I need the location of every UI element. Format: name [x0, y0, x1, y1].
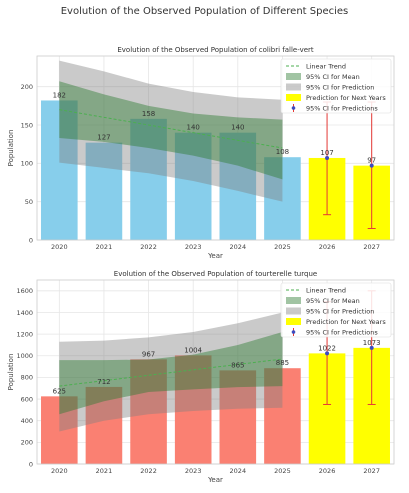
panel2-bar-2021 — [85, 386, 123, 464]
panel1-ci-mean-band — [59, 81, 283, 180]
panel2-legend-box — [280, 282, 392, 338]
panel2-value-label-2025: 885 — [276, 359, 289, 367]
panel2-x-tick-label: 2027 — [363, 467, 380, 475]
panel2-value-label-2027: 1073 — [363, 339, 381, 347]
panel1-legend-swatch-marker — [291, 106, 296, 110]
panel1-y-tick-label: 50 — [25, 198, 33, 206]
panel2-bar-2023 — [174, 355, 212, 464]
panel2-legend-label-ci-mean: 95% CI for Mean — [306, 297, 360, 305]
panel1-bar-2024 — [219, 132, 257, 240]
panel1-legend-swatch-ci-prediction — [286, 83, 301, 91]
panel2-x-tick-label: 2025 — [274, 467, 291, 475]
panel2-value-label-2020: 625 — [53, 387, 66, 395]
panel2-x-tick-label: 2020 — [51, 467, 68, 475]
panel2-x-tick-label: 2021 — [96, 467, 113, 475]
panel2-y-tick-label: 1400 — [16, 309, 33, 317]
panel1-x-axis-label: Year — [207, 252, 223, 260]
panel1-value-label-2025: 108 — [276, 148, 289, 156]
panel2-x-tick-label: 2022 — [140, 467, 157, 475]
panel2-trend-line — [59, 358, 283, 387]
panel1-chart-title: Evolution of the Observed Population of … — [117, 46, 314, 54]
panel2-prediction-marker-2026 — [325, 351, 330, 356]
panel1-legend-label-ci-prediction: 95% CI for Prediction — [306, 83, 374, 91]
panel1-x-tick-label: 2026 — [319, 243, 336, 251]
panel1-value-label-2022: 158 — [142, 110, 155, 118]
panel2-legend-swatch-marker — [291, 330, 296, 334]
panel1-value-label-2021: 127 — [97, 134, 110, 142]
panel1-y-tick-label: 0 — [29, 236, 33, 244]
panel2-prediction-marker-2027 — [369, 345, 374, 350]
panel1-y-tick-label: 200 — [21, 83, 33, 91]
panel1-legend-box — [280, 58, 392, 114]
panel2-bar-2025 — [264, 368, 301, 464]
panel2-y-axis-label: Population — [7, 354, 15, 391]
panel1-value-label-2020: 182 — [53, 91, 66, 99]
panel1-legend-swatch-prediction — [286, 94, 301, 101]
panel2-y-tick-label: 400 — [21, 417, 33, 425]
panel2-x-tick-label: 2023 — [185, 467, 202, 475]
panel2-value-label-2021: 712 — [97, 378, 110, 386]
panel2-legend-label-trend: Linear Trend — [306, 286, 346, 294]
panel1-bar-2021 — [85, 142, 123, 240]
figure-title: Evolution of the Observed Population of … — [60, 6, 349, 17]
panel2-bar-2020 — [41, 396, 78, 464]
panel2-value-label-2022: 967 — [142, 350, 155, 358]
panel2-value-label-2024: 865 — [231, 361, 244, 369]
panel1-trend-line — [59, 109, 283, 149]
panel2-legend-label-ci-prediction: 95% CI for Prediction — [306, 307, 374, 315]
panel2-plot-frame — [36, 279, 395, 465]
panel1-x-tick-label: 2024 — [230, 243, 247, 251]
panel2-y-tick-label: 1600 — [16, 287, 33, 295]
panel2-legend-swatch-ci-mean — [286, 297, 301, 304]
panel1-legend-label-ci-mean: 95% CI for Mean — [306, 73, 360, 81]
panel2-y-tick-label: 1000 — [16, 352, 33, 360]
panel1-x-tick-label: 2027 — [363, 243, 380, 251]
panel2-y-tick-label: 1200 — [16, 330, 33, 338]
panel1-plot-frame — [36, 55, 395, 241]
panel2-ci-mean-band — [59, 331, 283, 415]
panel1-bar-2025 — [264, 157, 301, 240]
panel1-y-axis-label: Population — [7, 130, 15, 167]
panel1-prediction-marker-2026 — [325, 155, 330, 160]
panel2-chart-title: Evolution of the Observed Population of … — [114, 270, 317, 278]
panel2-x-tick-label: 2026 — [319, 467, 336, 475]
panel2-legend-label-ci-predictions: 95% CI for Predictions — [306, 328, 378, 336]
panel2-legend-label-prediction: Prediction for Next Years — [306, 318, 386, 326]
panel1-bar-2023 — [174, 132, 212, 240]
panel2-ci-prediction-band — [59, 312, 283, 432]
panel1-legend-label-prediction: Prediction for Next Years — [306, 94, 386, 102]
panel1-value-label-2023: 140 — [187, 124, 200, 132]
panel1-ci-prediction-band — [59, 60, 283, 202]
panel2-y-tick-label: 0 — [29, 460, 33, 468]
panel2-bar-2024 — [219, 370, 257, 464]
panel1-y-tick-label: 100 — [21, 160, 33, 168]
panel1-legend-label-trend: Linear Trend — [306, 62, 346, 70]
panel1-value-label-2024: 140 — [231, 124, 244, 132]
panel1-x-tick-label: 2023 — [185, 243, 202, 251]
panel1-value-label-2027: 97 — [367, 157, 376, 165]
panel1-x-tick-label: 2020 — [51, 243, 68, 251]
panel1-x-tick-label: 2022 — [140, 243, 157, 251]
panel1-legend-swatch-ci-mean — [286, 73, 301, 80]
panel1-value-label-2026: 107 — [320, 149, 333, 157]
panel1-bar-2022 — [130, 118, 167, 240]
panel2-x-axis-label: Year — [207, 476, 223, 484]
panel1-bar-2020 — [41, 100, 78, 240]
panel2-value-label-2026: 1022 — [318, 344, 336, 352]
panel2-y-tick-label: 200 — [21, 439, 33, 447]
panel1-prediction-marker-2027 — [369, 163, 374, 168]
panel2-y-tick-label: 600 — [21, 395, 33, 403]
panel2-x-tick-label: 2024 — [230, 467, 247, 475]
panel2-legend-swatch-prediction — [286, 318, 301, 325]
panel2-value-label-2023: 1004 — [184, 346, 202, 354]
panel2-y-tick-label: 800 — [21, 374, 33, 382]
panel1-y-tick-label: 150 — [21, 121, 33, 129]
panel1-legend-label-ci-predictions: 95% CI for Predictions — [306, 104, 378, 112]
panel1-x-tick-label: 2025 — [274, 243, 291, 251]
panel2-legend-swatch-ci-prediction — [286, 307, 301, 315]
panel1-x-tick-label: 2021 — [96, 243, 113, 251]
